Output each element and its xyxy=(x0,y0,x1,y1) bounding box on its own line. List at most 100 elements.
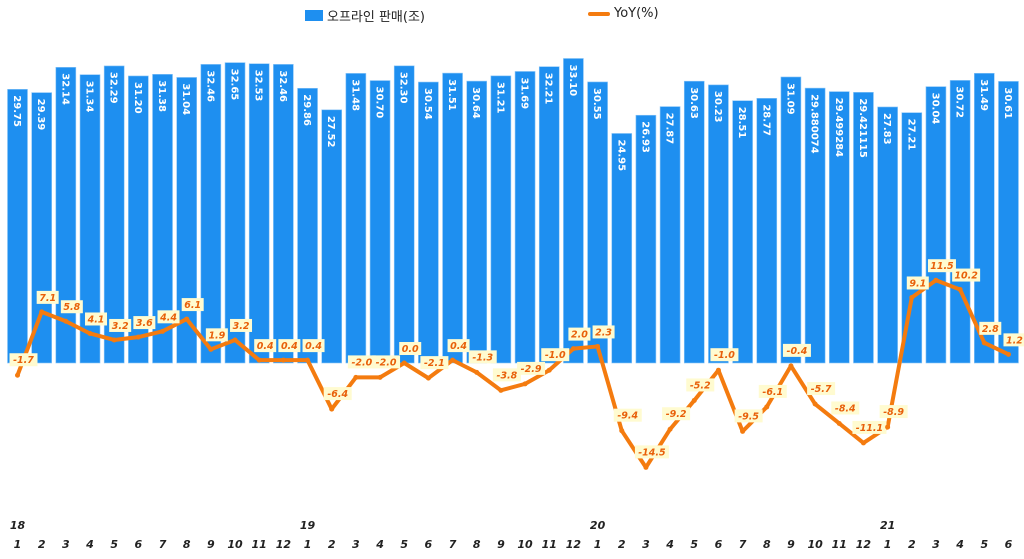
bar-data-label: 28.51 xyxy=(736,107,747,139)
bar-data-label: 31.04 xyxy=(180,83,191,115)
yoy-point xyxy=(764,404,770,410)
x-tick-label: 2 xyxy=(618,538,626,551)
x-tick-label: 3 xyxy=(932,538,940,551)
yoy-label-box xyxy=(109,318,132,332)
legend-item-yoy: YoY(%) xyxy=(588,6,659,21)
x-tick-label: 4 xyxy=(955,538,964,551)
yoy-point xyxy=(595,343,601,349)
yoy-label-box xyxy=(447,339,470,353)
yoy-label-box xyxy=(952,268,981,282)
x-tick-label: 1 xyxy=(594,538,602,551)
bar xyxy=(538,66,560,364)
bar xyxy=(369,80,391,364)
yoy-data-label: 2.0 xyxy=(571,330,588,341)
yoy-data-label: 9.1 xyxy=(909,278,926,289)
bar xyxy=(901,112,923,364)
yoy-data-label: 1.9 xyxy=(208,330,225,341)
bar-data-label: 31.21 xyxy=(494,82,505,114)
yoy-label-box xyxy=(133,316,156,330)
bar xyxy=(176,77,197,364)
bar-data-label: 27.83 xyxy=(881,113,892,145)
bar xyxy=(877,106,898,364)
yoy-point xyxy=(135,334,141,340)
yoy-label-box xyxy=(662,407,691,421)
x-tick-label: 1 xyxy=(884,538,892,551)
yoy-point xyxy=(860,440,866,446)
yoy-label-box xyxy=(592,325,615,339)
yoy-point xyxy=(812,401,818,407)
year-label: 20 xyxy=(590,519,606,532)
x-tick-label: 6 xyxy=(135,538,143,551)
yoy-data-label: 2.8 xyxy=(982,324,999,335)
bar xyxy=(949,80,971,364)
yoy-data-label: 6.1 xyxy=(184,300,201,311)
yoy-point xyxy=(570,346,576,352)
bar-data-label: 24.95 xyxy=(615,139,626,171)
x-tick-label: 12 xyxy=(276,538,292,551)
yoy-data-label: -1.0 xyxy=(545,350,566,361)
yoy-point xyxy=(909,294,915,300)
bar xyxy=(103,65,125,364)
x-tick-label: 9 xyxy=(207,538,215,551)
yoy-data-label: -5.7 xyxy=(811,384,832,395)
bar xyxy=(442,72,463,364)
bar-data-label: 30.55 xyxy=(591,88,602,120)
yoy-point xyxy=(981,340,987,346)
bar xyxy=(31,92,52,364)
yoy-label-box xyxy=(205,328,228,342)
yoy-data-label: 0.4 xyxy=(281,341,298,352)
yoy-point xyxy=(63,318,69,324)
yoy-point xyxy=(619,428,625,434)
yoy-label-box xyxy=(879,405,908,419)
bar xyxy=(128,75,149,364)
x-tick-label: 7 xyxy=(449,538,457,551)
bar-data-label: 30.54 xyxy=(422,88,433,120)
bar-data-label: 29.86 xyxy=(301,94,312,126)
x-tick-label: 11 xyxy=(252,538,267,551)
x-tick-label: 11 xyxy=(832,538,847,551)
yoy-point xyxy=(474,369,480,375)
yoy-label-box xyxy=(927,259,956,273)
bar-data-label: 27.87 xyxy=(664,113,675,145)
yoy-data-label: 0.4 xyxy=(257,341,274,352)
bar xyxy=(683,80,705,364)
yoy-point xyxy=(329,406,335,412)
yoy-label-box xyxy=(399,342,422,355)
yoy-label-box xyxy=(278,339,301,353)
yoy-point xyxy=(957,287,963,293)
yoy-label-box xyxy=(852,420,887,434)
x-tick-label: 8 xyxy=(183,538,191,551)
bar-data-label: 30.61 xyxy=(1002,87,1013,119)
yoy-data-label: 0.0 xyxy=(402,344,419,355)
bar-data-label: 29.880074 xyxy=(809,94,820,154)
bar-data-label: 29.39 xyxy=(35,99,46,131)
bar xyxy=(345,73,367,364)
yoy-point xyxy=(377,374,383,380)
x-tick-label: 3 xyxy=(642,538,650,551)
yoy-label-box xyxy=(979,321,1002,335)
bar-data-label: 30.70 xyxy=(374,87,385,119)
bar-data-label: 30.63 xyxy=(688,87,699,119)
yoy-label-box xyxy=(468,350,497,364)
bar-data-label: 29.499284 xyxy=(833,98,844,158)
bar-data-label: 27.21 xyxy=(905,119,916,151)
yoy-data-label: -8.9 xyxy=(883,407,904,418)
x-tick-label: 11 xyxy=(542,538,557,551)
bar xyxy=(611,133,633,364)
yoy-point xyxy=(691,397,697,403)
yoy-data-label: -5.2 xyxy=(690,380,711,391)
bar xyxy=(925,86,947,364)
yoy-data-label: -1.0 xyxy=(714,350,735,361)
bar-data-label: 32.46 xyxy=(277,70,288,102)
yoy-point xyxy=(715,367,721,373)
x-tick-label: 12 xyxy=(856,538,872,551)
bar-data-label: 31.38 xyxy=(156,80,167,112)
yoy-point xyxy=(836,420,842,426)
yoy-label-box xyxy=(181,298,204,312)
yoy-data-label: -9.2 xyxy=(666,409,687,420)
yoy-label-box xyxy=(1003,333,1024,347)
bar xyxy=(998,81,1019,364)
bar-data-label: 29.421115 xyxy=(857,98,868,158)
yoy-point xyxy=(740,428,746,434)
yoy-point xyxy=(1005,351,1011,357)
